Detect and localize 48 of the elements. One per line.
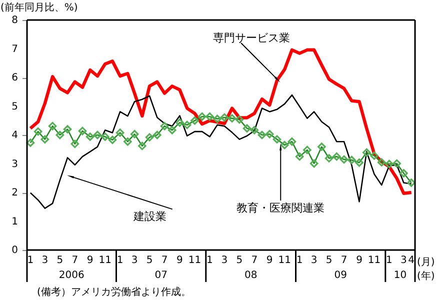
x-tick-label: 5 (326, 255, 332, 266)
y-tick-label: 4 (12, 130, 18, 141)
text: 教育・医療関連業 (236, 201, 325, 214)
x-tick-label: 1 (116, 255, 124, 266)
text: (備考）アメリカ労働省より作成。 (37, 286, 191, 298)
y-tick-label: 2 (12, 188, 18, 198)
x-tick-label: 9 (86, 255, 94, 266)
x-tick-label: 7 (72, 255, 78, 266)
y-axis-title: (前年同月比、%) (0, 2, 78, 14)
text: (年) (417, 270, 435, 282)
text: 07 (154, 270, 168, 281)
series-label: 専門サービス業 (212, 32, 290, 45)
x-tick-label: 11 (278, 255, 291, 266)
text: (月) (417, 257, 435, 268)
x-tick-label: 3 (221, 255, 228, 266)
x-tick-label: 9 (176, 255, 183, 266)
x-tick-label: 11 (368, 255, 381, 266)
y-tick-label: 7 (12, 44, 18, 55)
x-tick-label: 9 (356, 255, 362, 266)
text: 08 (244, 270, 258, 281)
x-tick-label: 11 (188, 255, 202, 266)
x-tick-label: 1 (206, 255, 213, 266)
text: 建設業 (132, 210, 166, 223)
text: 09 (334, 270, 347, 281)
x-tick-label: 7 (251, 255, 258, 266)
text: 10 (394, 270, 407, 281)
x-tick-label: 5 (236, 255, 243, 266)
y-tick-label: 0 (12, 245, 18, 256)
x-tick-label: 9 (266, 255, 273, 266)
x-tick-label: 3 (42, 255, 48, 266)
x-tick-label: 1 (27, 255, 34, 266)
x-tick-label: 1 (296, 255, 303, 266)
y-tick-label: 1 (12, 216, 18, 228)
x-tick-label: 3 (131, 255, 138, 266)
y-tick-label: 8 (12, 15, 18, 26)
x-tick-label: 3 (400, 255, 407, 266)
x-tick-label: 4 (408, 255, 415, 266)
x-tick-label: 5 (56, 255, 64, 266)
x-tick-label: 3 (310, 255, 318, 266)
y-tick-label: 3 (12, 158, 18, 170)
x-tick-label: 11 (98, 255, 112, 266)
y-tick-label: 5 (12, 101, 18, 112)
x-tick-label: 7 (340, 255, 348, 266)
text: 2006 (58, 270, 84, 281)
x-tick-label: 7 (161, 255, 168, 266)
x-tick-label: 5 (146, 255, 153, 266)
y-tick-label: 6 (12, 72, 18, 84)
x-tick-label: 1 (386, 255, 392, 266)
